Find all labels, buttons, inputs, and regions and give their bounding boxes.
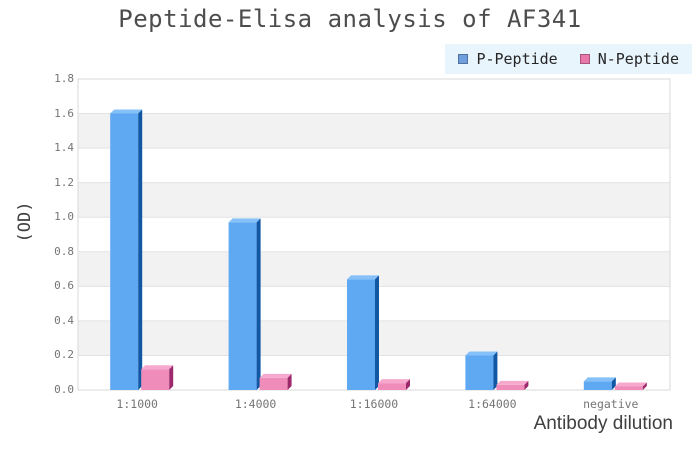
bar-n-peptide-1:1000 bbox=[141, 365, 174, 390]
y-tick-label: 0.2 bbox=[54, 348, 74, 362]
x-tick-label: 1:4000 bbox=[234, 397, 277, 411]
legend-label-n-peptide: N-Peptide bbox=[597, 50, 679, 68]
plot-band bbox=[78, 113, 670, 149]
chart-title: Peptide-Elisa analysis of AF341 bbox=[118, 5, 582, 33]
bar-p-peptide-1:4000 bbox=[228, 218, 261, 390]
bar-front-face bbox=[614, 386, 643, 390]
y-tick-label: 1.2 bbox=[54, 175, 74, 189]
bar-side-face bbox=[406, 379, 410, 390]
plot-band bbox=[78, 148, 670, 183]
bar-top-face bbox=[614, 382, 647, 387]
bar-n-peptide-1:16000 bbox=[378, 379, 410, 390]
bar-side-face bbox=[642, 382, 647, 390]
n-peptide-swatch-icon bbox=[579, 54, 590, 64]
plot-band bbox=[78, 79, 670, 114]
legend-item-p-peptide: P-Peptide bbox=[458, 50, 558, 68]
bar-top-face bbox=[228, 218, 261, 223]
y-tick-label: 0.6 bbox=[54, 279, 74, 293]
bar-n-peptide-1:64000 bbox=[496, 380, 529, 390]
x-tick-label: 1:16000 bbox=[349, 397, 399, 411]
bar-n-peptide-negative bbox=[614, 382, 647, 390]
bar-side-face bbox=[256, 218, 261, 390]
y-tick-label: 0.4 bbox=[54, 313, 74, 327]
legend-label-p-peptide: P-Peptide bbox=[476, 50, 558, 68]
bar-p-peptide-1:16000 bbox=[347, 275, 379, 390]
y-tick-label: 0.0 bbox=[54, 383, 74, 396]
x-axis-title: Antibody dilution bbox=[533, 413, 673, 434]
bar-front-face bbox=[110, 113, 139, 391]
bar-p-peptide-negative bbox=[583, 377, 616, 390]
bar-side-face bbox=[375, 275, 379, 390]
bar-front-face bbox=[378, 383, 406, 390]
bar-front-face bbox=[465, 355, 494, 390]
bar-top-face bbox=[496, 380, 529, 385]
y-tick-label: 1.4 bbox=[54, 141, 74, 155]
bar-side-face bbox=[493, 351, 498, 390]
bar-p-peptide-1:1000 bbox=[110, 109, 143, 391]
y-tick-label: 1.6 bbox=[54, 106, 74, 120]
bar-front-face bbox=[228, 222, 257, 390]
y-tick-label: 0.8 bbox=[54, 244, 74, 258]
bar-n-peptide-1:4000 bbox=[259, 373, 292, 390]
plot-band bbox=[78, 217, 670, 252]
bar-side-face bbox=[287, 373, 292, 390]
bar-front-face bbox=[141, 369, 170, 390]
y-axis-title: (OD) bbox=[15, 201, 35, 243]
x-tick-label: negative bbox=[583, 397, 639, 411]
p-peptide-swatch-icon bbox=[458, 54, 469, 64]
legend-item-n-peptide: N-Peptide bbox=[579, 50, 679, 68]
bar-front-face bbox=[496, 384, 525, 390]
legend: P-Peptide N-Peptide bbox=[445, 44, 692, 74]
x-tick-label: 1:64000 bbox=[468, 397, 517, 411]
bar-side-face bbox=[169, 365, 174, 390]
bar-top-face bbox=[465, 351, 498, 356]
bar-top-face bbox=[141, 365, 174, 370]
bar-top-face bbox=[110, 109, 143, 114]
bar-front-face bbox=[259, 377, 288, 390]
bar-top-face bbox=[378, 379, 410, 384]
plot-band bbox=[78, 182, 670, 218]
y-tick-label: 1.0 bbox=[54, 210, 74, 224]
bar-top-face bbox=[259, 373, 292, 378]
bar-side-face bbox=[524, 380, 529, 390]
bar-front-face bbox=[347, 279, 375, 390]
x-tick-label: 1:1000 bbox=[116, 397, 158, 411]
bar-front-face bbox=[583, 381, 612, 390]
bar-p-peptide-1:64000 bbox=[465, 351, 498, 390]
bar-side-face bbox=[138, 109, 143, 391]
bar-top-face bbox=[347, 275, 379, 280]
bar-top-face bbox=[583, 377, 616, 382]
y-tick-label: 1.8 bbox=[54, 72, 74, 85]
